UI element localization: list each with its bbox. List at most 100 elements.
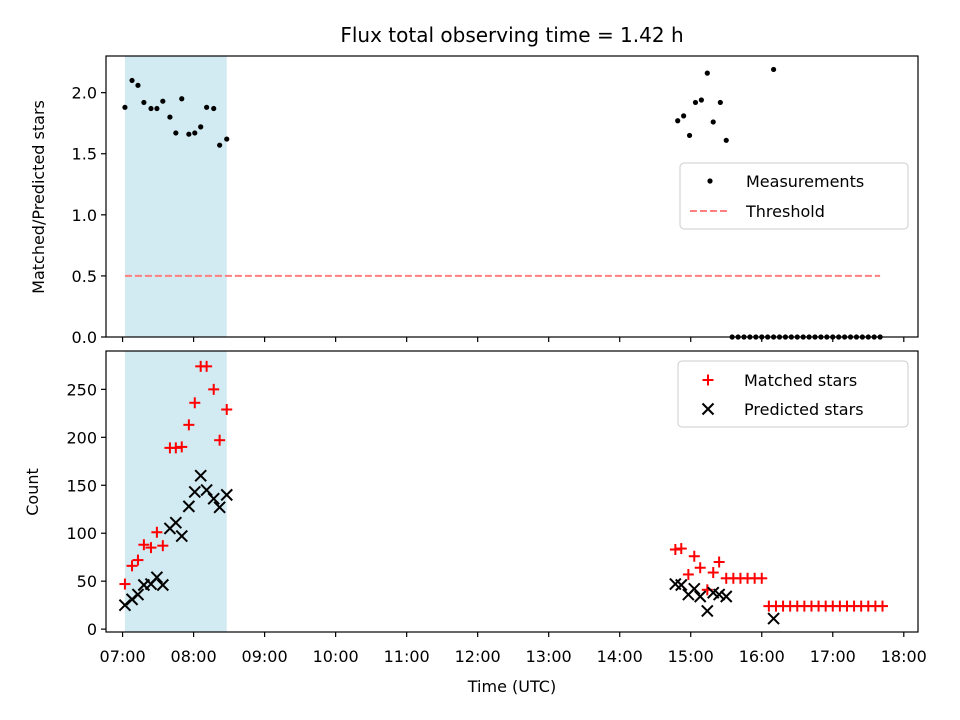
- axes-frame: [105, 350, 919, 633]
- matched-star-point: [119, 578, 131, 590]
- x-stroke-b: [701, 604, 714, 618]
- x-stroke-b: [707, 586, 720, 599]
- y-tick-label: 0: [87, 620, 97, 639]
- x-tick-label: 08:00: [171, 647, 217, 666]
- legend-predicted-label: Predicted stars: [744, 400, 864, 419]
- legend-matched-label: Matched stars: [744, 371, 857, 390]
- predicted-star-point: [131, 588, 145, 601]
- legend-box: [677, 360, 909, 428]
- x-tick-label: 13:00: [526, 647, 572, 666]
- predicted-star-point: [693, 590, 707, 603]
- x-stroke-b: [712, 588, 726, 601]
- legend-measurements-marker: [707, 178, 713, 184]
- x-stroke-b: [688, 582, 701, 596]
- x-stroke-b: [220, 488, 233, 502]
- matched-star-point: [201, 360, 213, 372]
- matched-star-point: [157, 540, 169, 552]
- x-stroke-b: [131, 588, 145, 601]
- predicted-star-point: [213, 501, 226, 514]
- flux-ratio-panel: 0.0 0.5 1.0 1.5 2.0 Measurements Threshold: [72, 55, 919, 347]
- predicted-star-point: [720, 590, 733, 603]
- x-tick-label: 17:00: [810, 647, 856, 666]
- matched-star-point: [145, 542, 157, 554]
- matched-star-point: [876, 600, 888, 612]
- x-stroke-b: [194, 469, 207, 482]
- chart-title: Flux total observing time = 1.42 h: [340, 23, 683, 47]
- measurement-point: [148, 105, 154, 112]
- x-stroke-b: [156, 578, 170, 592]
- measurement-point: [686, 132, 693, 139]
- x-tick-label: 09:00: [242, 647, 288, 666]
- x-tick-label: 15:00: [668, 647, 714, 666]
- y-tick-label: 250: [66, 380, 97, 399]
- predicted-star-point: [688, 582, 701, 596]
- measurement-point: [186, 131, 192, 137]
- matched-star-point: [208, 383, 220, 395]
- y-tick-label: 1.5: [72, 145, 97, 164]
- x-stroke-b: [150, 571, 164, 584]
- predicted-star-point: [701, 604, 714, 618]
- measurement-point: [224, 136, 230, 142]
- x-stroke-b: [182, 500, 196, 513]
- matched-star-point: [675, 543, 687, 555]
- y-tick-label: 200: [66, 428, 97, 447]
- x-tick-label: 07:00: [100, 647, 146, 666]
- predicted-star-point: [175, 529, 188, 543]
- predicted-star-point: [675, 578, 688, 592]
- measurement-point: [211, 105, 217, 112]
- legend-box: [679, 162, 909, 230]
- x-stroke-b: [720, 590, 733, 603]
- measurement-point: [192, 130, 198, 136]
- measurement-point: [204, 104, 210, 110]
- matched-star-point: [694, 562, 706, 574]
- measurement-point: [154, 105, 160, 112]
- matched-star-point: [183, 419, 195, 431]
- matched-star-point: [126, 560, 138, 572]
- measurement-point: [167, 114, 173, 120]
- x-tick-label: 10:00: [313, 647, 359, 666]
- measurement-point: [717, 99, 723, 106]
- y-tick-label: 0.5: [72, 267, 97, 286]
- measurement-point: [675, 118, 681, 124]
- star-count-panel: 0 50 100 150 200 250 07:00 08:00 09:00 10:00 11:00…: [66, 350, 927, 666]
- x-stroke-b: [200, 483, 213, 497]
- legend-predicted-marker-b: [701, 402, 715, 416]
- y-axis-label-bottom: Count: [23, 468, 42, 516]
- y-tick-label: 100: [66, 524, 97, 543]
- x-tick-label: 14:00: [597, 647, 643, 666]
- legend-threshold-label: Threshold: [745, 202, 825, 221]
- measurement-point: [135, 82, 141, 88]
- matched-star-point: [756, 572, 768, 584]
- measurement-point: [141, 99, 147, 106]
- x-stroke-b: [188, 485, 201, 499]
- y-tick-label: 150: [66, 476, 97, 495]
- measurement-point: [160, 98, 166, 104]
- y-tick-label: 2.0: [72, 84, 97, 103]
- predicted-star-point: [156, 578, 170, 592]
- predicted-star-point: [194, 469, 207, 482]
- x-stroke-b: [693, 590, 707, 603]
- x-stroke-b: [767, 612, 780, 625]
- x-stroke-b: [669, 577, 682, 591]
- measurement-point: [681, 113, 687, 119]
- matched-star-point: [189, 397, 201, 409]
- measurement-point: [698, 97, 704, 103]
- matched-star-point: [688, 550, 700, 562]
- matched-star-point: [707, 567, 719, 579]
- measurement-point: [129, 77, 135, 84]
- matched-star-point: [176, 441, 188, 453]
- x-tick-label: 12:00: [455, 647, 501, 666]
- matched-star-point: [713, 556, 725, 568]
- predicted-star-point: [169, 516, 183, 529]
- x-tick-label: 11:00: [384, 647, 430, 666]
- x-stroke-b: [213, 501, 226, 514]
- y-tick-label: 0.0: [72, 328, 97, 347]
- measurement-point: [217, 142, 223, 148]
- x-tick-label: 18:00: [881, 647, 927, 666]
- matched-star-point: [214, 434, 226, 446]
- x-stroke-b: [169, 516, 183, 529]
- axes-frame: [105, 55, 919, 338]
- predicted-star-point: [150, 571, 164, 584]
- measurement-point: [198, 124, 204, 130]
